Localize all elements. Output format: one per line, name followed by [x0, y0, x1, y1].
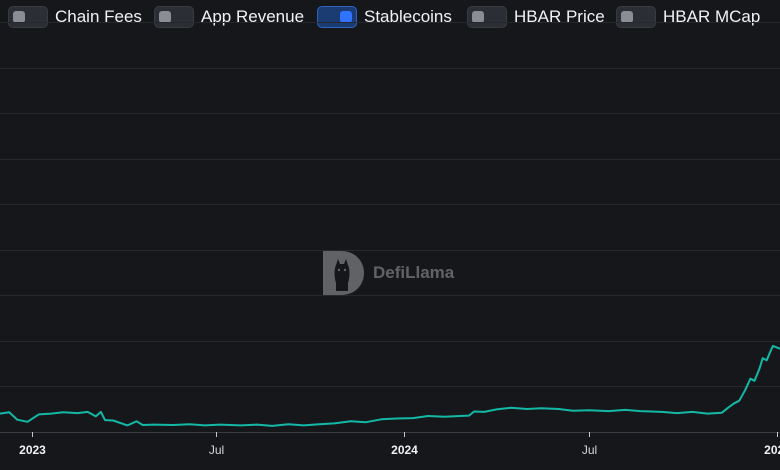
- watermark-text: DefiLlama: [373, 263, 455, 282]
- x-tick-label: Jul: [209, 443, 224, 457]
- toggle-knob: [621, 11, 633, 23]
- llama-logo-icon: [323, 251, 364, 295]
- defillama-watermark: DefiLlama: [321, 248, 471, 298]
- x-axis: 2023 Jul 2024 Jul 2025: [0, 432, 780, 457]
- toggle-knob: [13, 11, 25, 23]
- x-tick-label: 2025: [764, 443, 780, 457]
- series-line-stablecoins: [0, 344, 780, 427]
- series-layer: [0, 344, 780, 427]
- grid-lines: [0, 22, 780, 387]
- toggle-knob: [472, 11, 484, 23]
- toggle-label-hbar-price: HBAR Price: [514, 7, 605, 26]
- x-tick-label: Jul: [582, 443, 597, 457]
- x-tick-label: 2024: [391, 443, 418, 457]
- toggle-label-chain-fees: Chain Fees: [55, 7, 142, 26]
- toggle-knob: [159, 11, 171, 23]
- toggle-knob: [340, 11, 352, 23]
- x-tick-label: 2023: [19, 443, 46, 457]
- toggle-label-app-revenue: App Revenue: [201, 7, 305, 26]
- toggle-label-stablecoins: Stablecoins: [364, 7, 452, 26]
- toggle-label-hbar-mcap: HBAR MCap: [663, 7, 761, 26]
